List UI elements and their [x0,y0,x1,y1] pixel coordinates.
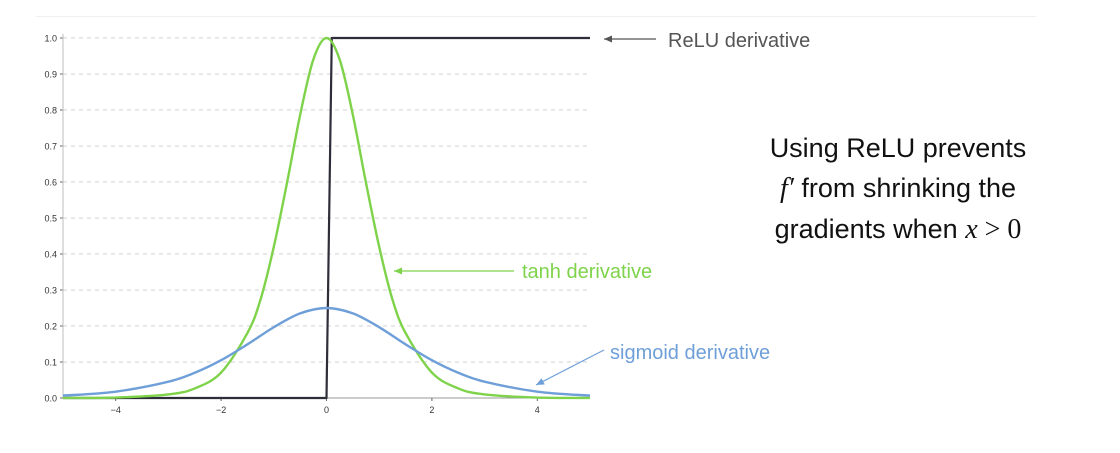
x-tick-label: 2 [429,405,434,415]
explanation-line-1: Using ReLU prevents [769,133,1027,163]
y-tick-label: 0.7 [44,142,57,152]
f-prime-symbol: f′ [780,173,794,204]
tanh-derivative-line [62,36,591,400]
tanh-derivative-arrow-head [394,267,402,275]
y-tick-label: 0.4 [44,250,57,260]
x-tick-label: −4 [111,405,121,415]
explanation-line-3-text: gradients when [774,214,966,244]
y-tick-label: 0.0 [44,394,57,404]
explanation-line-2-text: from shrinking the [793,173,1016,203]
explanation-text: Using ReLU prevents f′ from shrinking th… [728,128,1068,250]
relu-derivative-line [63,36,590,400]
top-rule [36,16,1036,17]
y-tick-label: 0.1 [44,358,57,368]
annotations: ReLU derivative tanh derivative sigmoid de… [394,30,810,386]
y-tick-label: 0.9 [44,70,57,80]
relu-derivative-label: ReLU derivative [668,30,810,52]
y-tick-label: 0.6 [44,178,57,188]
explanation-line-2: f′ from shrinking the [728,168,1068,209]
grid [63,37,590,363]
zero-value: 0 [1007,214,1022,245]
y-tick-label: 0.8 [44,106,57,116]
axes: 0.0 0.1 0.2 0.3 0.4 0.5 0.6 0.7 0.8 0.9 1.0 −4 −2 0 2 4 [44,34,590,415]
greater-than-operator: > [977,214,1008,245]
sigmoid-derivative-arrow-head [536,378,545,385]
explanation-line-3: gradients when x > 0 [728,209,1068,250]
y-tick-label: 1.0 [44,34,57,44]
relu-derivative-arrow-head [604,35,612,43]
y-tick-label: 0.5 [44,214,57,224]
series-group [62,36,591,400]
x-tick-label: −2 [216,405,226,415]
sigmoid-derivative-label: sigmoid derivative [610,342,770,364]
tanh-derivative-label: tanh derivative [522,261,652,283]
sigmoid-derivative-arrow-line [535,349,605,386]
y-tick-label: 0.3 [44,286,57,296]
x-tick-label: 0 [324,405,329,415]
sigmoid-derivative-line [62,306,591,397]
x-tick-label: 4 [535,405,540,415]
y-tick-label: 0.2 [44,322,57,332]
x-variable: x [965,214,978,245]
